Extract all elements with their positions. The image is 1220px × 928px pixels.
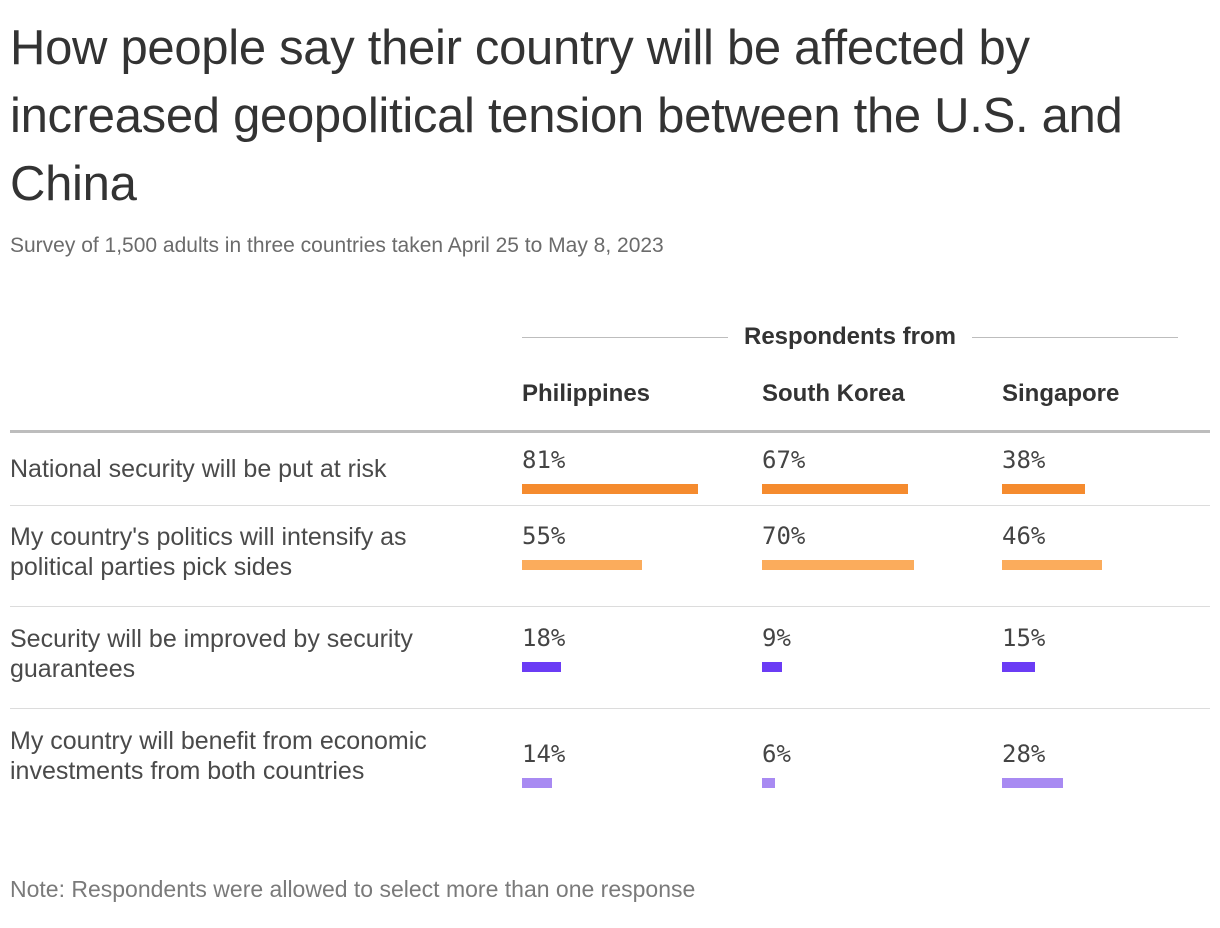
cell-south-korea: 70% (762, 522, 914, 570)
cell-philippines: 18% (522, 624, 565, 672)
cell-singapore: 46% (1002, 522, 1102, 570)
value-bar (1002, 662, 1035, 672)
value-label: 55% (522, 522, 566, 550)
value-label: 81% (522, 446, 566, 474)
cell-south-korea: 9% (762, 624, 791, 672)
row-label: Security will be improved by security gu… (10, 625, 413, 683)
value-bar (1002, 778, 1063, 788)
value-label: 38% (1002, 446, 1046, 474)
value-label: 46% (1002, 522, 1046, 550)
row-label: National security will be put at risk (10, 455, 387, 483)
column-group-header: Respondents from (522, 318, 1179, 356)
value-label: 6% (762, 740, 791, 768)
cell-philippines: 55% (522, 522, 642, 570)
value-label: 18% (522, 624, 566, 652)
value-label: 14% (522, 740, 566, 768)
row-label: My country's politics will intensify as … (10, 523, 407, 581)
group-header-rule-right (972, 336, 1179, 338)
cell-singapore: 28% (1002, 740, 1063, 788)
value-bar (762, 662, 782, 672)
value-bar (762, 560, 914, 570)
value-bar (522, 662, 561, 672)
column-header-philippines: Philippines (522, 380, 651, 407)
chart-title: How people say their country will be aff… (10, 21, 1123, 211)
row-divider (10, 505, 1210, 506)
group-header-rule-left (522, 336, 728, 338)
value-label: 67% (762, 446, 806, 474)
row-divider (10, 606, 1210, 607)
value-bar (522, 484, 698, 494)
value-bar (762, 778, 775, 788)
header-divider (10, 430, 1210, 433)
cell-south-korea: 6% (762, 740, 791, 788)
value-bar (1002, 560, 1102, 570)
cell-philippines: 14% (522, 740, 565, 788)
value-bar (1002, 484, 1085, 494)
group-header-label: Respondents from (744, 323, 957, 350)
value-label: 70% (762, 522, 806, 550)
value-bar (522, 560, 642, 570)
column-header-singapore: Singapore (1002, 380, 1120, 407)
cell-philippines: 81% (522, 446, 698, 494)
value-bar (762, 484, 908, 494)
chart-subtitle: Survey of 1,500 adults in three countrie… (10, 234, 664, 257)
cell-south-korea: 67% (762, 446, 908, 494)
chart-note: Note: Respondents were allowed to select… (10, 876, 696, 902)
value-bar (522, 778, 552, 788)
value-label: 28% (1002, 740, 1046, 768)
value-label: 15% (1002, 624, 1046, 652)
cell-singapore: 38% (1002, 446, 1085, 494)
column-header-south-korea: South Korea (762, 380, 905, 407)
cell-singapore: 15% (1002, 624, 1045, 672)
row-label: My country will benefit from economic in… (10, 727, 427, 785)
row-divider (10, 708, 1210, 709)
value-label: 9% (762, 624, 791, 652)
